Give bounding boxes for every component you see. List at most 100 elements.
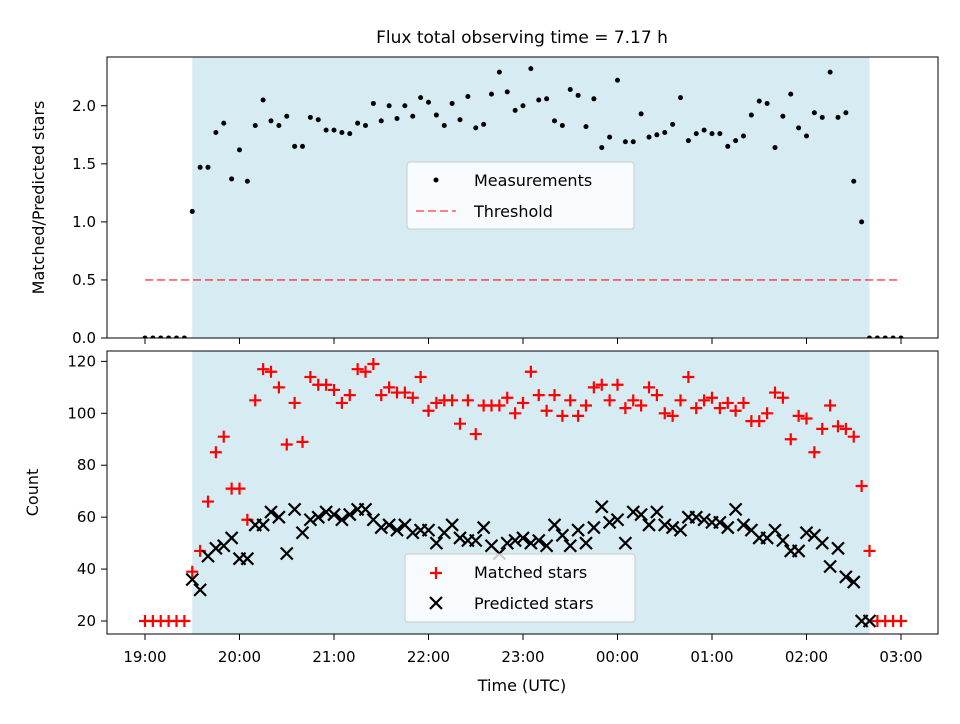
top-legend: Measurements Threshold	[406, 161, 635, 230]
x-axis-label: Time (UTC)	[477, 676, 566, 695]
matched-star-point	[643, 381, 655, 394]
measurement-point	[189, 208, 195, 214]
predicted-star-point	[602, 515, 617, 530]
matched-star-point	[209, 446, 222, 459]
x-tick-label: 01:00	[690, 648, 733, 666]
measurement-point	[370, 100, 376, 106]
matched-star-point	[595, 378, 608, 391]
measurement-point	[237, 147, 242, 153]
predicted-star-point	[839, 570, 853, 584]
predicted-star-point	[382, 518, 396, 532]
predicted-star-point	[272, 510, 286, 524]
measurement-point	[315, 117, 321, 123]
predicted-star-point	[256, 518, 270, 532]
x-tick-label: 03:00	[879, 648, 922, 666]
matched-star-point	[414, 370, 427, 383]
measurement-point	[441, 123, 447, 129]
matched-star-point	[635, 399, 648, 412]
measurement-point	[764, 100, 770, 106]
matched-star-point	[784, 433, 797, 446]
measurement-point	[520, 103, 526, 109]
legend-threshold-label: Threshold	[473, 202, 553, 221]
matched-star-point	[430, 396, 443, 409]
predicted-star-point	[539, 538, 554, 553]
predicted-star-point	[815, 536, 830, 550]
legend-predicted-marker	[429, 596, 443, 610]
measurement-point	[890, 335, 896, 338]
matched-star-point	[706, 391, 718, 404]
matched-star-point	[320, 378, 333, 391]
matched-star-point	[855, 480, 868, 493]
measurement-point	[276, 123, 282, 129]
measurement-point	[685, 138, 691, 144]
matched-star-point	[690, 402, 703, 415]
matched-star-point	[540, 404, 553, 417]
measurement-point	[748, 112, 754, 118]
matched-star-point	[257, 363, 270, 376]
measurement-point	[622, 139, 628, 145]
bottom-legend-box	[404, 553, 636, 623]
matched-star-point	[304, 370, 317, 383]
measurement-point	[552, 118, 557, 124]
matched-star-point	[233, 482, 246, 495]
matched-star-point	[343, 389, 356, 402]
measurement-point	[796, 125, 802, 131]
measurement-point	[496, 69, 502, 75]
measurement-point	[567, 87, 573, 93]
predicted-star-point	[594, 500, 609, 514]
measurement-point	[512, 107, 518, 113]
top-y-tick-label: 1.5	[72, 155, 96, 173]
matched-star-point	[863, 544, 876, 557]
predicted-star-point	[610, 512, 625, 527]
predicted-star-point	[642, 518, 656, 532]
measurement-point	[867, 335, 872, 338]
predicted-star-point	[650, 505, 664, 519]
measurement-point	[394, 116, 400, 122]
bottom-y-axis: 20 40 60 80 100 120	[67, 352, 107, 630]
measurement-point	[756, 98, 762, 104]
x-tick-label: 02:00	[785, 648, 828, 666]
measurement-point	[268, 118, 274, 124]
bottom-y-tick-label: 20	[77, 612, 96, 630]
matched-star-point	[328, 383, 340, 396]
measurement-point	[701, 127, 707, 133]
matched-star-point	[611, 378, 624, 391]
x-tick-label: 20:00	[218, 648, 261, 666]
top-y-axis-label: Matched/Predicted stars	[29, 101, 48, 295]
matched-star-point	[524, 365, 537, 378]
measurement-point	[536, 97, 542, 103]
predicted-star-point	[445, 518, 459, 532]
measurement-point	[504, 89, 510, 95]
measurement-point	[670, 121, 676, 127]
matched-star-point	[280, 438, 293, 451]
measurement-point	[559, 123, 565, 129]
measurement-point	[426, 99, 431, 105]
predicted-star-point	[728, 502, 743, 517]
measurement-point	[378, 118, 384, 124]
matched-star-point	[666, 409, 679, 422]
predicted-star-point	[547, 518, 562, 532]
matched-star-point	[493, 399, 506, 412]
predicted-star-point	[587, 520, 601, 535]
matched-star-point	[729, 404, 742, 417]
measurement-point	[859, 219, 865, 225]
legend-measurements-label: Measurements	[474, 171, 592, 190]
matched-star-point	[288, 396, 301, 409]
measurement-point	[300, 143, 305, 149]
predicted-star-point	[831, 541, 845, 556]
matched-star-point	[713, 402, 726, 415]
predicted-star-point	[626, 505, 641, 519]
measurement-point	[575, 92, 581, 98]
matched-star-point	[461, 394, 474, 407]
matched-star-point	[824, 399, 837, 412]
bottom-y-tick-label: 40	[77, 560, 96, 578]
matched-star-point	[406, 391, 419, 404]
matched-star-point	[698, 394, 711, 407]
matched-star-point	[367, 357, 380, 370]
measurement-point	[363, 123, 368, 129]
predicted-star-point	[453, 531, 467, 545]
measurement-point	[465, 93, 471, 99]
predicted-star-point	[500, 536, 515, 550]
matched-star-point	[650, 389, 663, 402]
